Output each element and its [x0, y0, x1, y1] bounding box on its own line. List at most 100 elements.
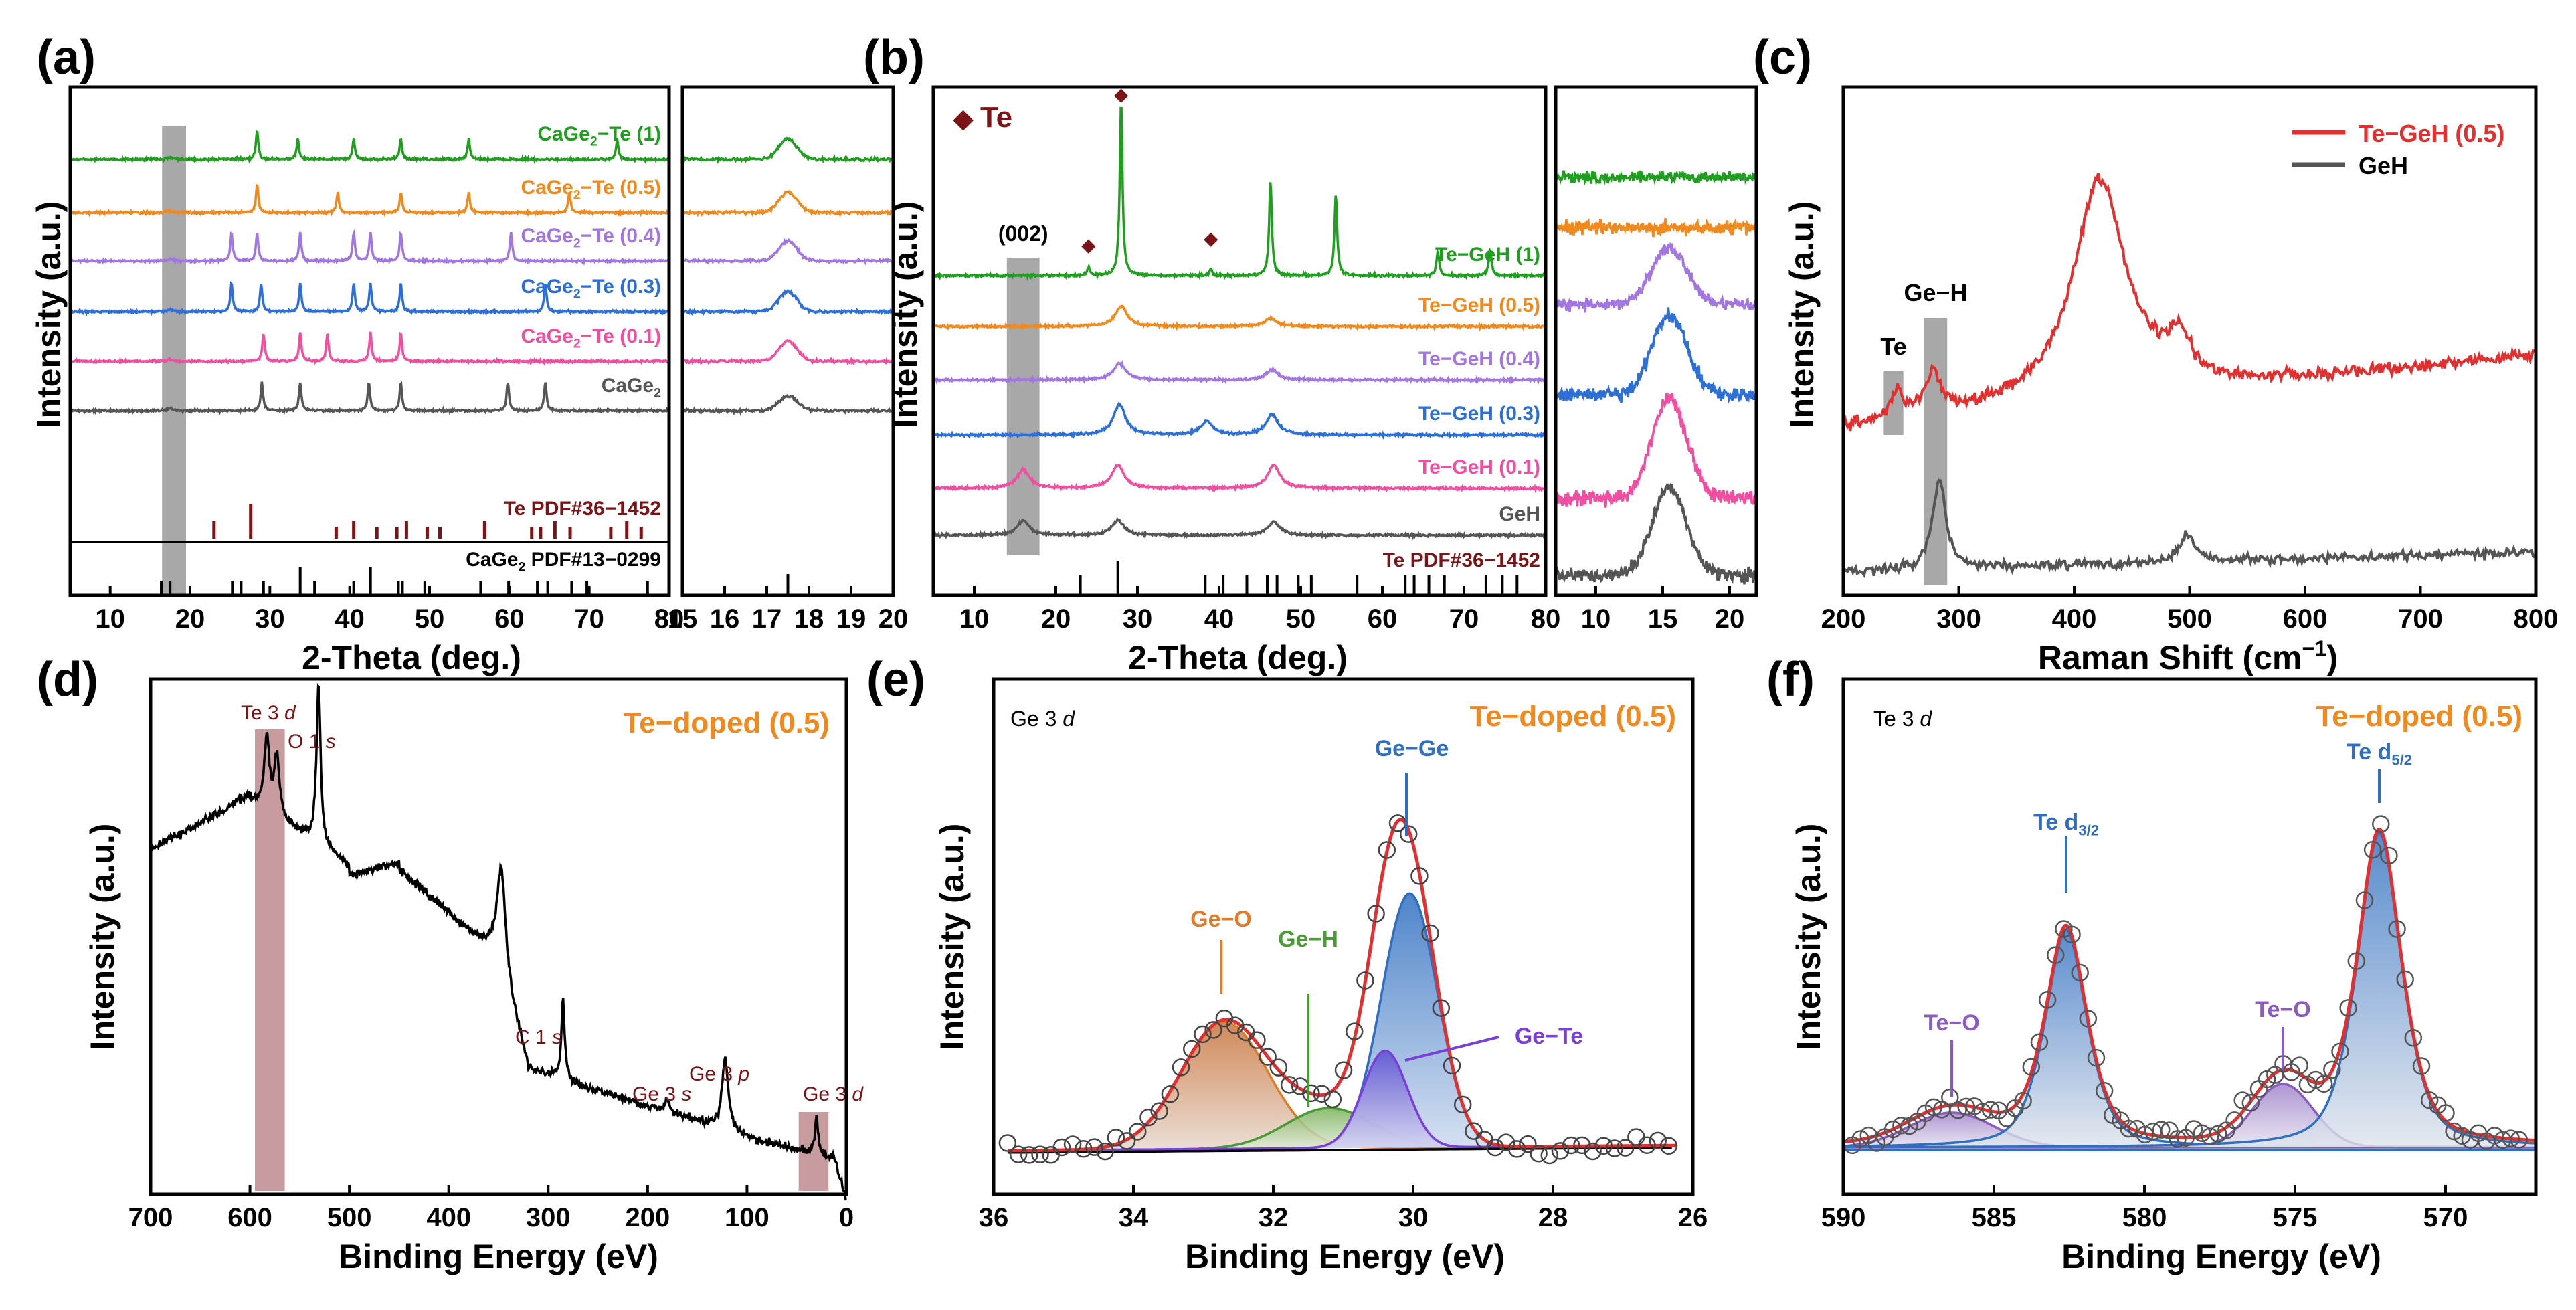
series-line — [69, 381, 670, 416]
a-main-tick-label: 70 — [574, 604, 604, 634]
component-area — [1063, 1022, 1623, 1150]
a-main-tick-label: 40 — [335, 604, 365, 634]
data-point — [1638, 1136, 1656, 1154]
data-point — [2306, 1070, 2325, 1089]
series-line — [933, 304, 1546, 332]
series-line — [932, 359, 1546, 385]
data-point — [2136, 1125, 2154, 1144]
f-tick-label: 585 — [1972, 1203, 2017, 1232]
component-label: Te−O — [1924, 1010, 1979, 1036]
band — [1883, 371, 1904, 435]
d-tick-label: 400 — [426, 1203, 471, 1232]
data-point — [998, 1134, 1017, 1152]
panel-c-ylabel: Intensity (a.u.) — [1783, 201, 1821, 428]
data-point — [2331, 1042, 2349, 1060]
data-point — [2314, 1074, 2333, 1093]
e-tick-label: 30 — [1398, 1203, 1429, 1232]
c-tick-label: 200 — [1821, 604, 1866, 634]
data-point — [1562, 1136, 1580, 1155]
data-point — [1139, 1108, 1158, 1127]
data-point — [1259, 1048, 1277, 1066]
frame — [1841, 677, 2538, 1196]
data-point — [1627, 1128, 1645, 1146]
data-point — [2412, 1057, 2431, 1075]
data-point — [2209, 1125, 2227, 1143]
zoom-series-line — [1554, 170, 1757, 186]
zoom-series-line — [1554, 242, 1757, 313]
data-point — [1616, 1139, 1635, 1157]
data-point — [1519, 1135, 1537, 1153]
data-point — [2047, 946, 2065, 964]
data-point — [1957, 1097, 1975, 1116]
envelope-line — [1843, 827, 2537, 1144]
data-point — [1659, 1137, 1678, 1155]
a-main-tick-label: 60 — [494, 604, 525, 634]
panel-title: Te−doped (0.5) — [1470, 700, 1676, 733]
zoom-series-line — [682, 189, 894, 218]
peak-label: O 1 s — [288, 731, 336, 753]
series-line — [933, 463, 1546, 494]
panel-b-ylabel: Intensity (a.u.) — [887, 201, 924, 428]
a-main-tick-label: 80 — [654, 604, 684, 634]
data-point — [1649, 1131, 1667, 1150]
panel-title: Te−doped (0.5) — [624, 707, 830, 739]
component-label: Te−O — [2255, 997, 2310, 1022]
main-frame — [931, 85, 1548, 597]
data-point — [1075, 1140, 1093, 1158]
te-marker-legend: Te — [980, 101, 1012, 134]
b-main-tick-label: 10 — [959, 604, 990, 634]
series-label: Te−GeH (0.3) — [1418, 403, 1540, 425]
data-point — [1378, 841, 1396, 859]
series-label: CaGe2​−Te (0.3) — [521, 276, 661, 302]
data-point — [1884, 1120, 1902, 1139]
zoom-series-line — [682, 339, 895, 366]
component-label: Ge−Ge — [1375, 736, 1449, 761]
ref-label: Te PDF#36−1452 — [1383, 549, 1540, 571]
data-point — [2437, 1104, 2455, 1122]
data-point — [2355, 891, 2374, 909]
f-tick-label: 590 — [1821, 1203, 1866, 1232]
panel-e-xlabel: Binding Energy (eV) — [1185, 1238, 1505, 1275]
f-tick-label: 575 — [2273, 1203, 2318, 1232]
panel-e: (e) Intensity (a.u.) Binding Energy (eV)… — [866, 653, 1708, 1275]
data-point — [1172, 1058, 1190, 1077]
b-main-tick-label: 40 — [1204, 604, 1234, 634]
te-marker-icon: ◆ — [953, 105, 974, 133]
panel-b-xlabel: 2-Theta (deg.) — [1128, 639, 1348, 676]
series-line — [933, 401, 1546, 440]
panel-title: Te−doped (0.5) — [2316, 700, 2522, 733]
data-point — [2445, 1122, 2463, 1141]
highlight-band — [1006, 258, 1040, 555]
data-point — [1941, 1088, 1959, 1107]
data-point — [1410, 867, 1429, 885]
c-tick-label: 800 — [2514, 604, 2559, 634]
data-point — [1540, 1146, 1559, 1165]
a-main-tick-label: 20 — [175, 604, 205, 634]
data-point — [2071, 963, 2089, 982]
band-label: Ge−H — [1904, 279, 1967, 306]
a-zoom-tick-label: 16 — [710, 604, 740, 634]
panel-b-letter: (b) — [863, 31, 925, 84]
series-label: CaGe2​ — [602, 375, 661, 401]
data-point — [1269, 1058, 1288, 1077]
data-point — [1981, 1101, 2000, 1119]
series-label: Te−GeH (0.1) — [1418, 456, 1540, 478]
series-label: Te−GeH (0.4) — [1418, 348, 1540, 370]
a-main-tick-label: 30 — [255, 604, 285, 634]
envelope-line — [1007, 818, 1677, 1153]
data-point — [2404, 1028, 2423, 1047]
data-point — [1573, 1136, 1591, 1155]
a-zoom-tick-label: 18 — [794, 604, 824, 634]
panel-d-xlabel: Binding Energy (eV) — [339, 1238, 658, 1275]
data-point — [1117, 1132, 1136, 1150]
data-point — [1356, 971, 1374, 990]
label-arrow — [1404, 1036, 1499, 1062]
data-point — [2510, 1131, 2528, 1149]
series-line — [932, 106, 1546, 281]
b-main-tick-label: 70 — [1449, 604, 1479, 634]
peak-label: Ge 3 s — [632, 1083, 691, 1105]
cage2-ref-label: CaGe2​ PDF#13−0299 — [466, 549, 661, 575]
data-point — [1009, 1145, 1028, 1163]
data-point — [1107, 1129, 1125, 1147]
series-line — [1842, 173, 2535, 432]
